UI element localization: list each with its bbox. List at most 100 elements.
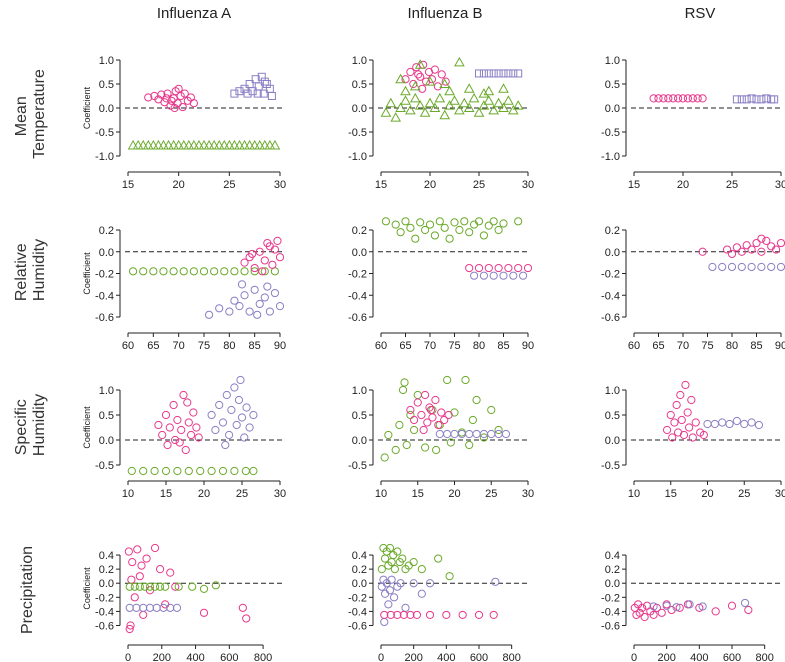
data-point — [242, 614, 251, 623]
y-tick-label: 0.0 — [99, 578, 114, 590]
data-point — [125, 582, 134, 591]
data-point — [211, 425, 220, 435]
x-tick-label: 25 — [236, 488, 248, 500]
x-tick-label: 30 — [775, 179, 785, 191]
data-point — [125, 603, 134, 612]
data-point — [241, 466, 250, 476]
y-tick-label: -0.2 — [95, 592, 114, 604]
data-point — [139, 466, 148, 476]
data-point — [380, 610, 389, 620]
data-point — [248, 249, 257, 259]
data-point — [463, 83, 475, 93]
data-point — [685, 423, 694, 432]
data-point — [127, 575, 136, 584]
data-point — [240, 267, 249, 276]
data-point — [409, 80, 421, 91]
data-point — [674, 94, 683, 103]
data-point — [390, 112, 402, 122]
data-point — [416, 218, 425, 227]
data-point — [406, 610, 415, 620]
data-point — [428, 413, 437, 422]
data-point — [255, 299, 264, 309]
data-point — [489, 271, 498, 280]
data-point — [732, 95, 741, 104]
data-point — [435, 429, 444, 439]
data-point — [409, 425, 419, 435]
data-point — [494, 425, 503, 435]
data-point — [747, 418, 756, 427]
data-point — [439, 78, 451, 88]
data-point — [183, 398, 192, 407]
data-point — [204, 310, 214, 319]
data-point — [479, 231, 488, 240]
data-point — [174, 84, 183, 93]
panel-r1-c1: -0.6 -0.4 -0.2 0.0 0.2 60 65 70 75 80 85 90 — [348, 217, 534, 352]
data-point — [519, 271, 528, 280]
y-tick-label: -0.5 — [95, 460, 114, 472]
data-point — [130, 582, 139, 591]
data-point — [479, 69, 488, 78]
data-point — [470, 271, 479, 280]
data-point — [224, 430, 234, 440]
data-point — [238, 603, 247, 612]
data-point — [265, 307, 274, 316]
data-point — [440, 415, 449, 425]
x-tick-label: 70 — [424, 340, 436, 352]
y-tick-label: 0.2 — [605, 225, 620, 237]
data-point — [172, 603, 182, 612]
data-point — [157, 90, 166, 99]
data-point — [425, 610, 435, 620]
x-tick-label: 20 — [424, 179, 436, 191]
y-tick-label: 0.5 — [99, 79, 114, 91]
row-title-precipitation: Precipitation — [19, 546, 36, 634]
data-point — [393, 610, 402, 620]
data-point — [381, 217, 390, 226]
data-point — [776, 262, 785, 272]
data-point — [380, 554, 390, 563]
data-point — [501, 429, 511, 439]
y-tick-label: 0.0 — [605, 578, 620, 590]
data-point — [444, 100, 455, 110]
data-point — [742, 241, 751, 250]
data-point — [409, 557, 418, 567]
data-point — [142, 554, 151, 563]
y-tick-label: 0.4 — [352, 550, 367, 562]
data-point — [499, 271, 508, 280]
data-point — [192, 423, 201, 432]
data-point — [450, 429, 459, 439]
data-point — [406, 67, 415, 77]
data-point — [468, 92, 480, 103]
data-point — [461, 375, 470, 385]
data-point — [772, 245, 781, 254]
data-point — [437, 70, 446, 79]
y-tick-label: 0.0 — [605, 103, 620, 115]
y-tick-label: -0.5 — [348, 460, 367, 472]
data-point — [698, 602, 707, 611]
y-tick-label: -0.2 — [601, 592, 620, 604]
x-tick-label: 85 — [497, 340, 509, 352]
y-tick-label: -0.5 — [601, 460, 620, 472]
data-point — [465, 440, 474, 450]
data-point — [437, 408, 446, 417]
data-point — [742, 95, 751, 104]
data-point — [514, 217, 523, 226]
data-point — [757, 95, 766, 104]
data-point — [236, 375, 245, 385]
y-tick-label: 0.2 — [352, 225, 367, 237]
data-point — [267, 92, 276, 100]
data-point — [434, 92, 446, 103]
y-tick-label: -0.4 — [601, 606, 620, 618]
data-point — [174, 582, 183, 591]
y-tick-label: -1.0 — [95, 151, 114, 163]
x-tick-label: 800 — [254, 652, 272, 662]
x-tick-label: 800 — [755, 652, 773, 662]
data-point — [145, 603, 155, 612]
y-tick-label: 0.4 — [605, 550, 620, 562]
data-point — [196, 466, 205, 476]
y-tick-label: -0.4 — [601, 290, 620, 302]
data-point — [273, 236, 282, 245]
column-title-rsv: RSV — [685, 5, 716, 22]
data-point — [433, 82, 442, 91]
data-point — [245, 307, 254, 316]
data-point — [478, 100, 490, 110]
